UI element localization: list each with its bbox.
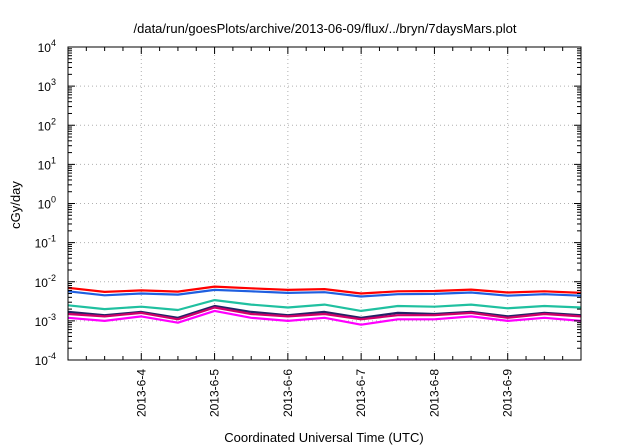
series-line <box>67 306 582 321</box>
x-tick-label: 2013-6-4 <box>134 369 148 417</box>
x-axis-label: Coordinated Universal Time (UTC) <box>224 430 423 445</box>
series-line <box>67 285 582 295</box>
y-tick-label: 10-2 <box>35 273 56 290</box>
series-line <box>67 304 582 319</box>
x-ticks: 2013-6-4 2013-6-5 2013-6-6 2013-6-7 2013-6-8… <box>85 47 564 417</box>
y-tick-label: 102 <box>38 116 56 133</box>
series-lines <box>67 285 582 326</box>
x-tick-label: 2013-6-6 <box>281 369 295 417</box>
y-axis-label: cGy/day <box>8 181 23 229</box>
x-tick-label: 2013-6-5 <box>208 369 222 417</box>
y-tick-label: 104 <box>38 38 56 55</box>
y-tick-label: 10-1 <box>35 234 56 251</box>
series-line <box>67 288 582 298</box>
y-tick-label: 101 <box>38 155 56 172</box>
chart-title: /data/run/goesPlots/archive/2013-06-09/f… <box>134 21 517 36</box>
x-tick-label: 2013-6-7 <box>354 369 368 417</box>
y-tick-label: 10-4 <box>35 351 56 368</box>
y-tick-label: 10-3 <box>35 312 56 329</box>
x-tick-label: 2013-6-9 <box>501 369 515 417</box>
x-tick-label: 2013-6-8 <box>427 369 441 417</box>
series-line <box>67 299 582 312</box>
series-line <box>67 309 582 326</box>
y-tick-label: 100 <box>38 195 56 212</box>
y-tick-label: 103 <box>38 77 56 94</box>
